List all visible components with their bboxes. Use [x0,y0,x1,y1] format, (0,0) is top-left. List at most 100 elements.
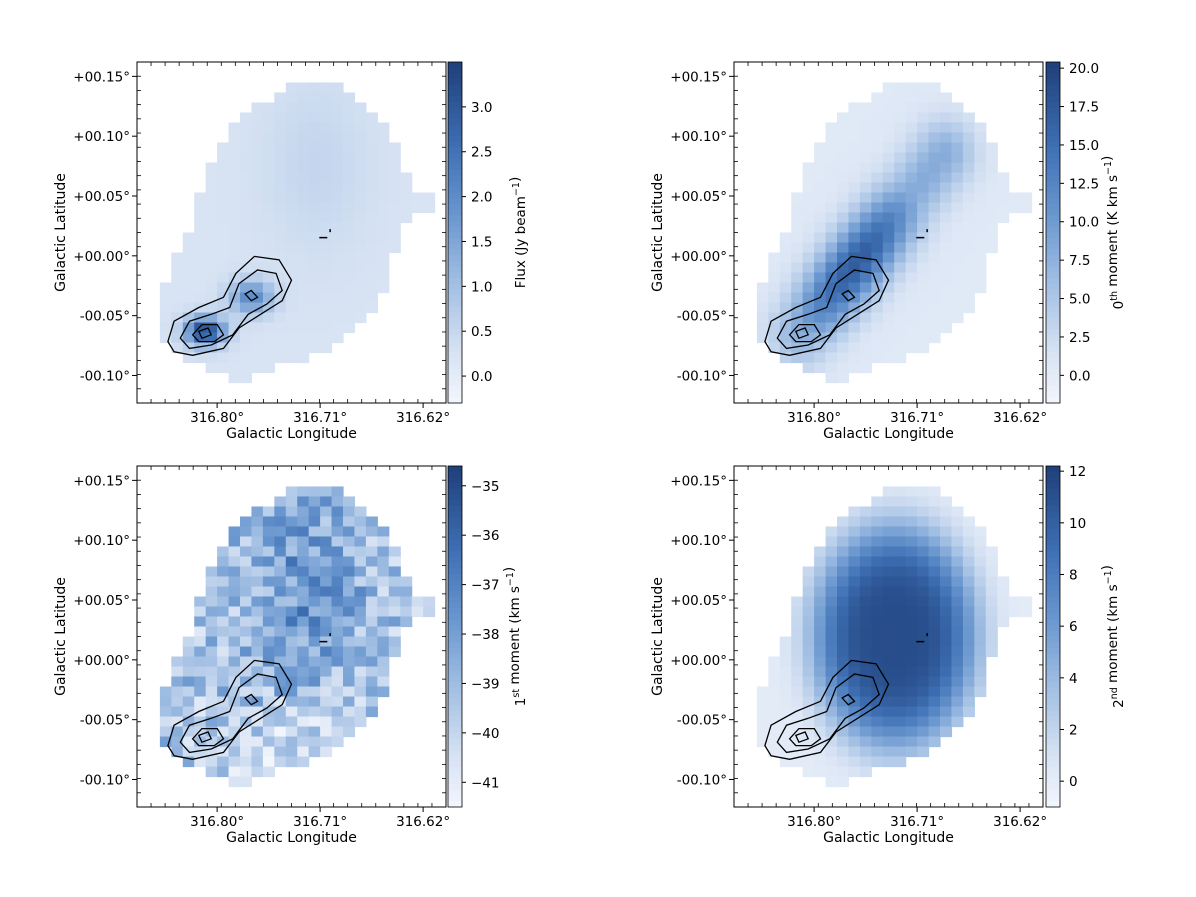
heatmap-cell [928,636,941,648]
heatmap-cell [251,616,264,628]
heatmap-cell [825,192,838,204]
heatmap-cell [928,122,941,134]
heatmap-cell [354,112,367,124]
heatmap-cell [251,546,264,558]
heatmap-cell [320,312,333,324]
heatmap-cell [928,202,941,214]
heatmap-cell [217,706,230,718]
heatmap-cell [343,192,356,204]
heatmap-cell [171,262,184,274]
heatmap-cell [274,152,287,164]
x-tick-label: 316.71° [890,814,944,830]
heatmap-cell [859,616,872,628]
heatmap-cell [825,646,838,658]
heatmap-cell [365,576,378,588]
heatmap-cell [343,516,356,528]
heatmap-cell [182,716,195,728]
heatmap-cell [848,726,861,738]
heatmap-cell [905,292,918,304]
heatmap-cell [331,212,344,224]
heatmap-cell [217,576,230,588]
heatmap-cell [802,322,815,334]
heatmap-cell [1020,192,1033,204]
heatmap-cell [894,596,907,608]
heatmap-cell [985,162,998,174]
heatmap-cell [825,182,838,194]
heatmap-cell [825,272,838,284]
heatmap-cell [779,322,792,334]
heatmap-cell [940,122,953,134]
y-tick-label: +00.00° [73,249,130,265]
heatmap-cell [940,112,953,124]
heatmap-cell [251,112,264,124]
heatmap-cell [791,606,804,618]
heatmap-cell [814,162,827,174]
heatmap-cell [194,212,207,224]
heatmap-cell [871,686,884,698]
heatmap-cell [905,636,918,648]
heatmap-cell [814,736,827,748]
heatmap-cell [848,242,861,254]
heatmap-cell [354,242,367,254]
heatmap-cell [825,152,838,164]
heatmap-cell [894,666,907,678]
heatmap-cell [331,252,344,264]
heatmap-cell [377,636,390,648]
heatmap-cell [802,626,815,638]
heatmap-cell [194,686,207,698]
heatmap-cell [905,112,918,124]
heatmap-cell [837,656,850,668]
colorbar-tick-label: 1.0 [471,279,492,295]
heatmap-cell [297,756,310,768]
heatmap-cell [171,252,184,264]
colorbar-tick-label: 3.0 [471,100,492,116]
heatmap-cell [825,262,838,274]
heatmap-cell [285,112,298,124]
heatmap-cell [985,152,998,164]
heatmap-cell [962,222,975,234]
heatmap-cell [228,556,241,568]
heatmap-cell [768,312,781,324]
heatmap-cell [825,606,838,618]
heatmap-cell [194,282,207,294]
heatmap-cell [365,222,378,234]
y-tick-label: +00.05° [670,593,727,609]
heatmap-cell [285,352,298,364]
heatmap-cell [928,586,941,598]
heatmap-cell [791,232,804,244]
heatmap-cell [308,182,321,194]
heatmap-cell [251,756,264,768]
heatmap-cell [825,122,838,134]
heatmap-cell [802,666,815,678]
heatmap-cell [859,526,872,538]
heatmap-cell [182,736,195,748]
heatmap-cell [997,192,1010,204]
heatmap-cell [331,92,344,104]
heatmap-cell [917,696,930,708]
heatmap-cell [320,726,333,738]
heatmap-cell [974,232,987,244]
heatmap-cell [848,616,861,628]
heatmap-cell [343,212,356,224]
heatmap-cell [343,162,356,174]
heatmap-cell [859,636,872,648]
heatmap-cell [837,352,850,364]
heatmap-cell [228,122,241,134]
heatmap-cell [251,222,264,234]
heatmap-cell [400,576,413,588]
heatmap-cell [274,546,287,558]
heatmap-cell [354,666,367,678]
heatmap-cell [871,352,884,364]
heatmap-cell [882,332,895,344]
heatmap-cell [985,232,998,244]
heatmap-cell [802,566,815,578]
heatmap-cell [848,332,861,344]
heatmap-cell [308,282,321,294]
heatmap-cell [262,292,275,304]
heatmap-cell [400,192,413,204]
heatmap-cell [997,202,1010,214]
heatmap-cell [859,142,872,154]
heatmap-cell [894,232,907,244]
heatmap-cell [240,132,253,144]
heatmap-cell [308,302,321,314]
